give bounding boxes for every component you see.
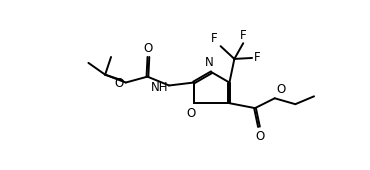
- Text: N: N: [205, 56, 214, 69]
- Text: O: O: [277, 83, 286, 96]
- Text: O: O: [115, 77, 124, 90]
- Text: F: F: [254, 52, 260, 64]
- Text: O: O: [144, 42, 153, 55]
- Text: NH: NH: [151, 81, 168, 94]
- Text: O: O: [255, 130, 265, 143]
- Text: O: O: [186, 107, 195, 120]
- Text: F: F: [240, 29, 246, 42]
- Text: F: F: [211, 32, 218, 45]
